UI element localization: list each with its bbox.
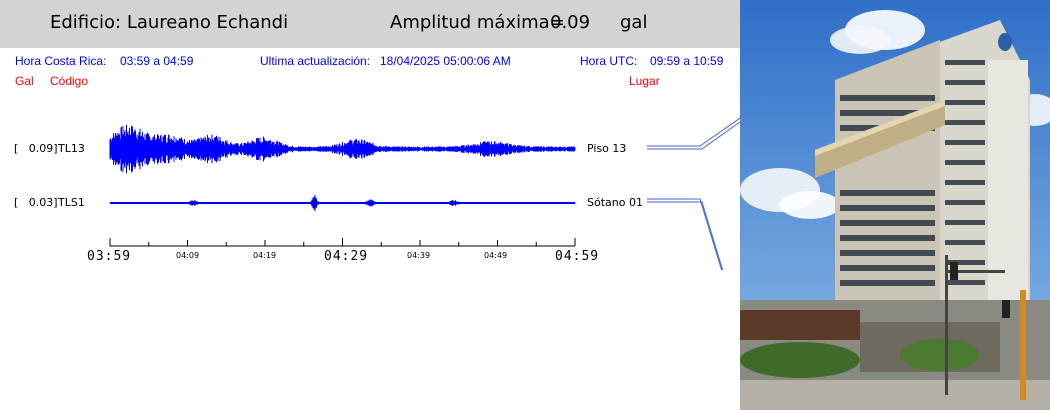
cr-time-label: Hora Costa Rica:	[15, 54, 107, 68]
leader-line-piso13	[647, 121, 740, 150]
channel-code: TLS1	[58, 196, 85, 209]
amplitude-label: Amplitud máxima=	[390, 12, 565, 33]
axis-minor-label: 04:49	[484, 251, 508, 260]
building-label: Edificio: Laureano Echandi	[50, 12, 289, 33]
column-place: Lugar	[629, 74, 660, 88]
amplitude-unit: gal	[620, 12, 648, 33]
trace-tls1	[109, 194, 576, 212]
amplitude-value: 0.09	[550, 12, 591, 33]
trace-waveform	[109, 194, 576, 212]
channel-code: TL13	[58, 142, 85, 155]
channel-location: Piso 13	[587, 142, 627, 155]
axis-minor-label: 04:19	[253, 251, 277, 260]
update-label: Ultima actualización:	[260, 54, 371, 68]
leader-line-sotano01	[647, 198, 723, 270]
leader-line-piso13	[647, 117, 740, 147]
utc-label: Hora UTC:	[580, 54, 638, 68]
trace-waveform	[109, 124, 576, 174]
channel-gal-value: [ 0.09]	[14, 142, 58, 155]
axis-major-label: 04:29	[324, 249, 369, 264]
update-value: 18/04/2025 05:00:06 AM	[380, 54, 511, 68]
axis-minor-label: 04:09	[176, 251, 200, 260]
leader-lines	[647, 117, 740, 270]
axis-minor-label: 04:39	[407, 251, 431, 260]
axis-major-label: 04:59	[555, 249, 600, 264]
column-code: Código	[50, 74, 89, 88]
leader-line-sotano01	[647, 201, 724, 270]
utc-value: 09:59 a 10:59	[650, 54, 724, 68]
time-axis	[109, 238, 576, 247]
seismograph-traces	[109, 117, 740, 270]
channel-location: Sótano 01	[587, 196, 643, 209]
axis-major-label: 03:59	[87, 249, 132, 264]
header-bar: Edificio: Laureano Echandi Amplitud máxi…	[0, 0, 740, 48]
cr-time-value: 03:59 a 04:59	[120, 54, 194, 68]
building-photo	[740, 0, 1050, 410]
column-gal: Gal	[15, 74, 34, 88]
channel-gal-value: [ 0.03]	[14, 196, 58, 209]
trace-tl13	[109, 124, 576, 174]
